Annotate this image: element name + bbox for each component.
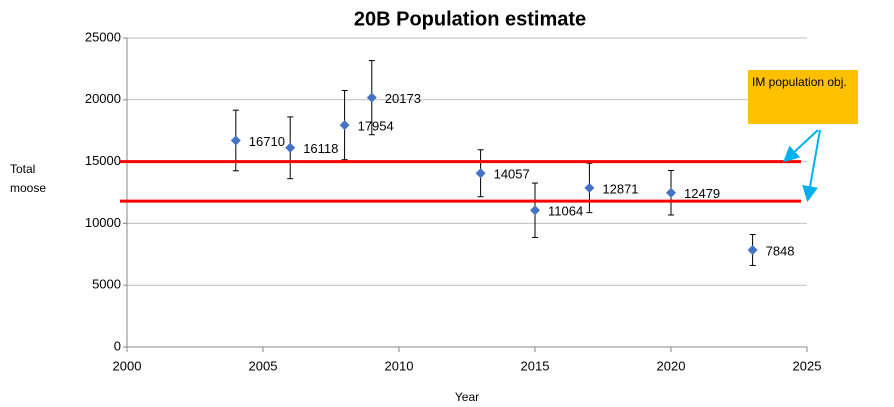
x-tick-label: 2000 [113, 358, 142, 373]
data-label: 17954 [358, 119, 394, 134]
data-label: 16710 [249, 134, 285, 149]
y-tick-label: 15000 [85, 153, 121, 168]
x-tick-label: 2020 [657, 358, 686, 373]
data-label: 14057 [494, 167, 530, 182]
y-tick-label: 0 [114, 338, 121, 353]
x-axis-label: Year [455, 390, 479, 404]
chart-title: 20B Population estimate [354, 8, 586, 30]
data-label: 12871 [602, 181, 638, 196]
annotation: IM population obj. [748, 70, 858, 124]
x-tick-label: 2015 [521, 358, 550, 373]
point [475, 168, 486, 179]
point [230, 135, 241, 146]
y-tick-label: 5000 [92, 277, 121, 292]
data-label: 7848 [766, 243, 795, 258]
arrow [802, 129, 821, 203]
data-label: 16118 [303, 141, 338, 156]
point [285, 142, 296, 153]
y-tick-label: 10000 [85, 215, 121, 230]
x-tick-label: 2010 [385, 358, 414, 373]
data-label: 11064 [548, 204, 583, 219]
point [584, 182, 595, 193]
point [530, 205, 540, 216]
x-tick-label: 2005 [249, 358, 278, 373]
arrow [783, 129, 819, 163]
y-tick-label: 25000 [85, 29, 121, 44]
x-tick-label: 2025 [793, 358, 822, 373]
data-label: 20173 [385, 91, 421, 106]
data-label: 12479 [684, 186, 720, 201]
y-tick-label: 20000 [85, 91, 121, 106]
point [339, 120, 350, 131]
point [366, 92, 377, 103]
point [666, 187, 676, 198]
y-axis-label: Total moose [10, 162, 47, 195]
point [747, 244, 758, 255]
